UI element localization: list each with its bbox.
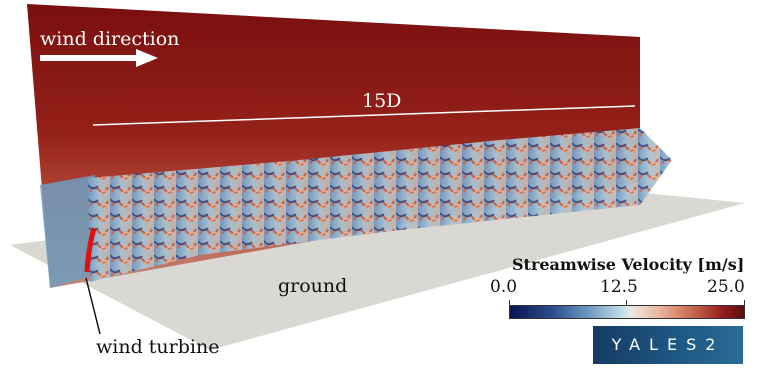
colorbar-tick-mid: 12.5 — [600, 277, 638, 297]
colorbar-tickmark — [509, 300, 510, 306]
logo-text: YALES2 — [611, 335, 725, 354]
colorbar — [509, 305, 745, 319]
ground-label: ground — [278, 275, 348, 297]
length-scale-label: 15D — [362, 90, 402, 112]
colorbar-tick-min: 0.0 — [490, 277, 518, 297]
turbine-leader-line — [85, 277, 101, 335]
wake-isosurfaces — [88, 128, 672, 282]
right-arrow-icon — [40, 49, 158, 67]
colorbar-tickmark — [626, 300, 627, 306]
wind-turbine-label: wind turbine — [96, 336, 220, 358]
wind-turbine-rotor — [84, 227, 97, 273]
colorbar-tick-max: 25.0 — [707, 277, 745, 297]
length-scale-line — [92, 105, 636, 126]
wind-direction-label: wind direction — [40, 28, 180, 50]
slice-low-speed-region — [40, 175, 95, 288]
colorbar-title: Streamwise Velocity [m/s] — [512, 255, 745, 274]
yales2-logo: YALES2 — [593, 326, 743, 364]
colorbar-tickmark — [744, 300, 745, 306]
